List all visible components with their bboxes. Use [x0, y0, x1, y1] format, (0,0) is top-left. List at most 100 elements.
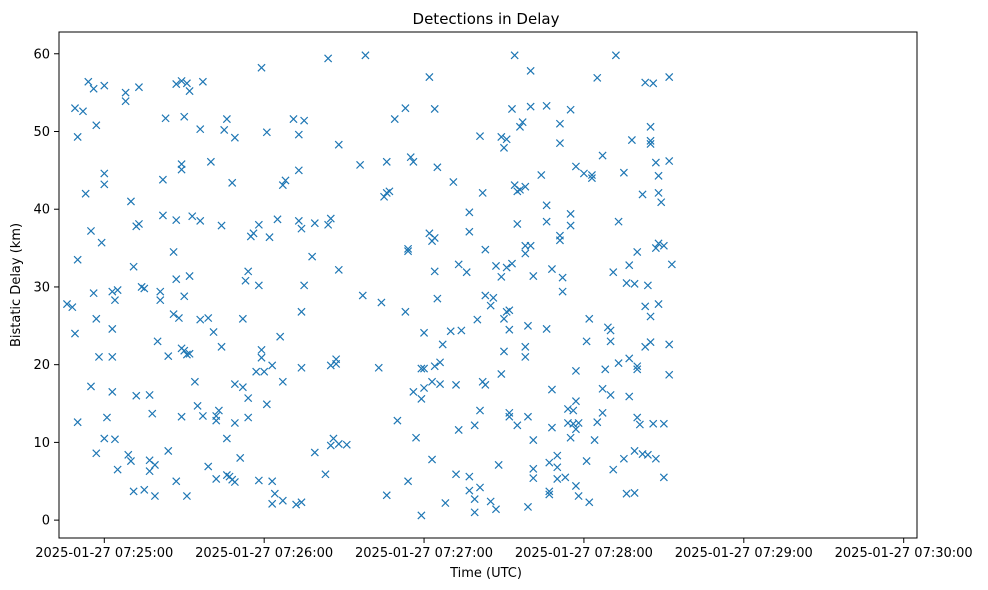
- data-point: [587, 174, 596, 183]
- data-point: [222, 434, 231, 443]
- data-point: [182, 350, 191, 359]
- x-tick-label: 2025-01-27 07:25:00: [35, 546, 173, 561]
- data-point: [579, 169, 588, 178]
- data-point: [475, 483, 485, 492]
- data-point: [382, 491, 391, 500]
- data-point: [126, 457, 135, 466]
- x-tick-label: 2025-01-27 07:28:00: [515, 546, 653, 561]
- data-point: [308, 252, 317, 261]
- data-point: [646, 338, 655, 347]
- data-point: [470, 421, 479, 430]
- data-point: [121, 97, 130, 106]
- data-point: [244, 394, 253, 403]
- data-point: [667, 260, 676, 269]
- data-point: [262, 400, 271, 409]
- data-point: [465, 486, 474, 495]
- data-point: [278, 377, 287, 386]
- data-points: [62, 51, 676, 520]
- data-point: [89, 84, 98, 93]
- y-tick-label: 50: [33, 125, 50, 140]
- data-point: [292, 500, 301, 509]
- data-point: [430, 233, 439, 242]
- data-point: [222, 115, 231, 124]
- data-point: [270, 489, 279, 498]
- data-point: [505, 325, 514, 334]
- data-point: [619, 454, 628, 463]
- data-point: [478, 188, 487, 197]
- data-point: [217, 342, 226, 351]
- data-point: [190, 377, 199, 386]
- data-point: [529, 436, 538, 445]
- data-point: [129, 262, 138, 271]
- data-point: [609, 465, 618, 474]
- data-point: [257, 345, 266, 354]
- data-point: [547, 265, 556, 274]
- data-point: [212, 416, 221, 425]
- data-point: [651, 244, 660, 253]
- data-point: [268, 361, 277, 370]
- data-point: [358, 291, 367, 300]
- data-point: [593, 73, 602, 82]
- y-tick-label: 60: [33, 47, 50, 62]
- data-point: [585, 314, 594, 323]
- data-point: [430, 104, 439, 113]
- data-point: [646, 139, 655, 148]
- data-point: [601, 365, 610, 374]
- data-point: [100, 169, 109, 178]
- data-point: [452, 380, 461, 389]
- data-point: [334, 439, 343, 448]
- data-point: [526, 102, 535, 111]
- data-point: [238, 383, 247, 392]
- data-point: [326, 214, 335, 223]
- data-point: [278, 496, 287, 505]
- data-point: [563, 404, 572, 413]
- data-point: [425, 73, 434, 82]
- data-point: [252, 367, 261, 376]
- data-point: [625, 354, 634, 363]
- data-point: [212, 474, 221, 483]
- data-point: [505, 412, 514, 421]
- data-point: [542, 201, 551, 210]
- data-point: [651, 454, 660, 463]
- data-point: [630, 279, 639, 288]
- data-point: [334, 265, 343, 274]
- data-point: [654, 300, 663, 309]
- data-point: [148, 409, 157, 418]
- data-point: [73, 255, 82, 264]
- data-point: [172, 275, 181, 284]
- data-point: [475, 132, 485, 141]
- data-point: [417, 511, 426, 520]
- data-point: [113, 465, 122, 474]
- data-point: [585, 498, 594, 507]
- data-point: [659, 419, 668, 428]
- data-point: [545, 490, 554, 499]
- data-point: [132, 391, 141, 400]
- data-point: [177, 76, 186, 85]
- data-point: [230, 133, 239, 142]
- plot-area-frame: [58, 31, 918, 539]
- data-point: [486, 301, 495, 310]
- data-point: [428, 377, 437, 386]
- data-point: [593, 418, 602, 427]
- data-point: [62, 300, 72, 309]
- data-point: [361, 51, 370, 60]
- data-point: [542, 217, 551, 226]
- data-point: [633, 362, 642, 371]
- data-point: [475, 406, 485, 415]
- data-point: [409, 157, 418, 166]
- data-point: [297, 363, 306, 372]
- data-point: [150, 492, 159, 501]
- data-point: [145, 467, 154, 476]
- data-point: [598, 384, 607, 393]
- data-point: [268, 499, 277, 508]
- data-point: [254, 220, 263, 229]
- data-point: [134, 219, 143, 229]
- data-point: [529, 474, 538, 483]
- y-tick-label: 0: [42, 514, 50, 529]
- x-tick-label: 2025-01-27 07:29:00: [675, 546, 813, 561]
- data-point: [665, 157, 674, 166]
- data-point: [94, 352, 103, 361]
- data-point: [297, 307, 306, 316]
- data-point: [561, 473, 570, 482]
- data-point: [606, 337, 615, 346]
